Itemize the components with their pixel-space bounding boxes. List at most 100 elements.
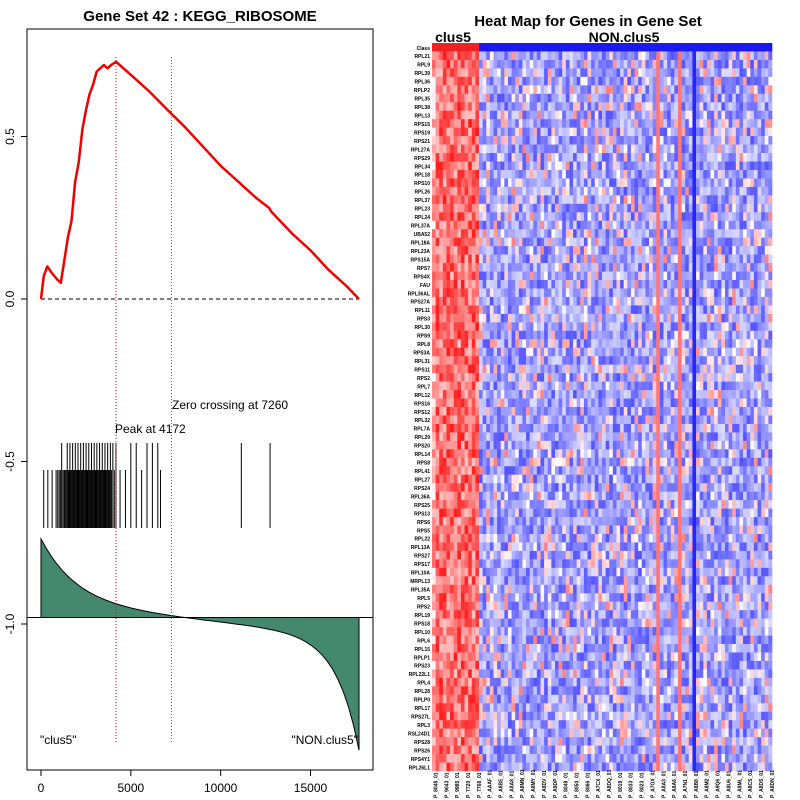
- heatmap-cell: [533, 296, 538, 306]
- heatmap-cell: [482, 178, 487, 188]
- heatmap-cell: [714, 432, 719, 442]
- heatmap-cell: [750, 398, 755, 408]
- heatmap-cell: [453, 93, 458, 103]
- heatmap-cell: [453, 449, 458, 459]
- heatmap-cell: [746, 220, 751, 230]
- heatmap-cell: [616, 110, 621, 120]
- heatmap-cell: [692, 203, 697, 213]
- heatmap-cell: [500, 305, 505, 315]
- heatmap-cell: [533, 390, 538, 399]
- class-cell: [544, 43, 549, 52]
- heatmap-cell: [732, 178, 737, 188]
- heatmap-cell: [681, 68, 686, 78]
- heatmap-cell: [710, 356, 715, 365]
- heatmap-cell: [515, 169, 520, 179]
- heatmap-cell: [768, 407, 773, 416]
- heatmap-cell: [630, 254, 635, 264]
- heatmap-cell: [656, 220, 661, 230]
- class-cell: [493, 43, 498, 52]
- heatmap-cell: [710, 203, 715, 213]
- heatmap-cell: [479, 110, 483, 120]
- heatmap-cell: [507, 127, 512, 137]
- heatmap-cell: [511, 373, 516, 382]
- heatmap-cell: [573, 398, 577, 408]
- heatmap-cell: [518, 195, 523, 205]
- heatmap-cell: [522, 102, 527, 112]
- heatmap-cell: [518, 246, 523, 255]
- heatmap-cell: [685, 85, 690, 95]
- heatmap-cell: [605, 271, 610, 281]
- heatmap-cell: [587, 85, 592, 95]
- heatmap-cell: [667, 288, 672, 298]
- heatmap-cell: [696, 59, 700, 69]
- heatmap-cell: [609, 110, 614, 120]
- heatmap-cell: [450, 347, 455, 357]
- heatmap-cell: [558, 237, 563, 247]
- heatmap-cell: [442, 220, 447, 230]
- heatmap-cell: [479, 203, 483, 213]
- heatmap-cell: [699, 449, 704, 459]
- heatmap-cell: [634, 110, 639, 120]
- heatmap-cell: [663, 339, 668, 349]
- heatmap-cell: [685, 288, 690, 298]
- heatmap-cell: [717, 474, 722, 484]
- heatmap-cell: [764, 305, 769, 315]
- heatmap-cell: [551, 390, 556, 399]
- heatmap-cell: [750, 330, 755, 340]
- heatmap-cell: [507, 432, 512, 442]
- heatmap-cell: [442, 390, 447, 399]
- heatmap-cell: [685, 203, 690, 213]
- heatmap-cell: [696, 178, 700, 188]
- heatmap-cell: [536, 229, 541, 238]
- heatmap-cell: [493, 237, 498, 247]
- heatmap-cell: [522, 296, 527, 306]
- heatmap-cell: [659, 68, 664, 78]
- heatmap-cell: [743, 263, 747, 272]
- heatmap-cell: [732, 212, 737, 222]
- heatmap-cell: [482, 153, 487, 162]
- heatmap-cell: [670, 263, 675, 272]
- heatmap-cell: [634, 229, 639, 238]
- heatmap-cell: [645, 398, 650, 408]
- heatmap-cell: [602, 457, 606, 467]
- heatmap-cell: [764, 390, 769, 399]
- heatmap-cell: [565, 407, 570, 416]
- heatmap-cell: [616, 364, 621, 374]
- heatmap-cell: [439, 51, 444, 61]
- heatmap-cell: [432, 263, 436, 272]
- heatmap-cell: [583, 110, 588, 120]
- heatmap-cell: [721, 415, 726, 425]
- heatmap-cell: [504, 280, 509, 289]
- heatmap-cell: [591, 381, 596, 391]
- heatmap-cell: [659, 263, 664, 272]
- heatmap-cell: [652, 59, 657, 69]
- heatmap-cell: [576, 288, 581, 298]
- heatmap-cell: [616, 449, 621, 459]
- heatmap-cell: [721, 373, 726, 382]
- heatmap-cell: [511, 68, 516, 78]
- heatmap-cell: [446, 356, 451, 365]
- heatmap-cell: [764, 85, 769, 95]
- heatmap-cell: [768, 271, 773, 281]
- heatmap-cell: [605, 322, 610, 332]
- heatmap-cell: [432, 237, 436, 247]
- heatmap-cell: [630, 381, 635, 391]
- heatmap-cell: [663, 364, 668, 374]
- heatmap-cell: [489, 246, 494, 255]
- heatmap-cell: [489, 59, 494, 69]
- heatmap-cell: [580, 212, 585, 222]
- heatmap-cell: [703, 313, 708, 323]
- heatmap-cell: [554, 313, 559, 323]
- heatmap-cell: [703, 212, 708, 222]
- heatmap-cell: [670, 474, 675, 484]
- heatmap-cell: [616, 153, 621, 162]
- heatmap-cell: [616, 313, 621, 323]
- heatmap-cell: [442, 364, 447, 374]
- heatmap-cell: [612, 407, 617, 416]
- heatmap-cell: [522, 407, 527, 416]
- heatmap-cell: [721, 457, 726, 467]
- heatmap-cell: [717, 280, 722, 289]
- heatmap-cell: [580, 457, 585, 467]
- heatmap-cell: [497, 339, 502, 349]
- heatmap-cell: [638, 466, 643, 476]
